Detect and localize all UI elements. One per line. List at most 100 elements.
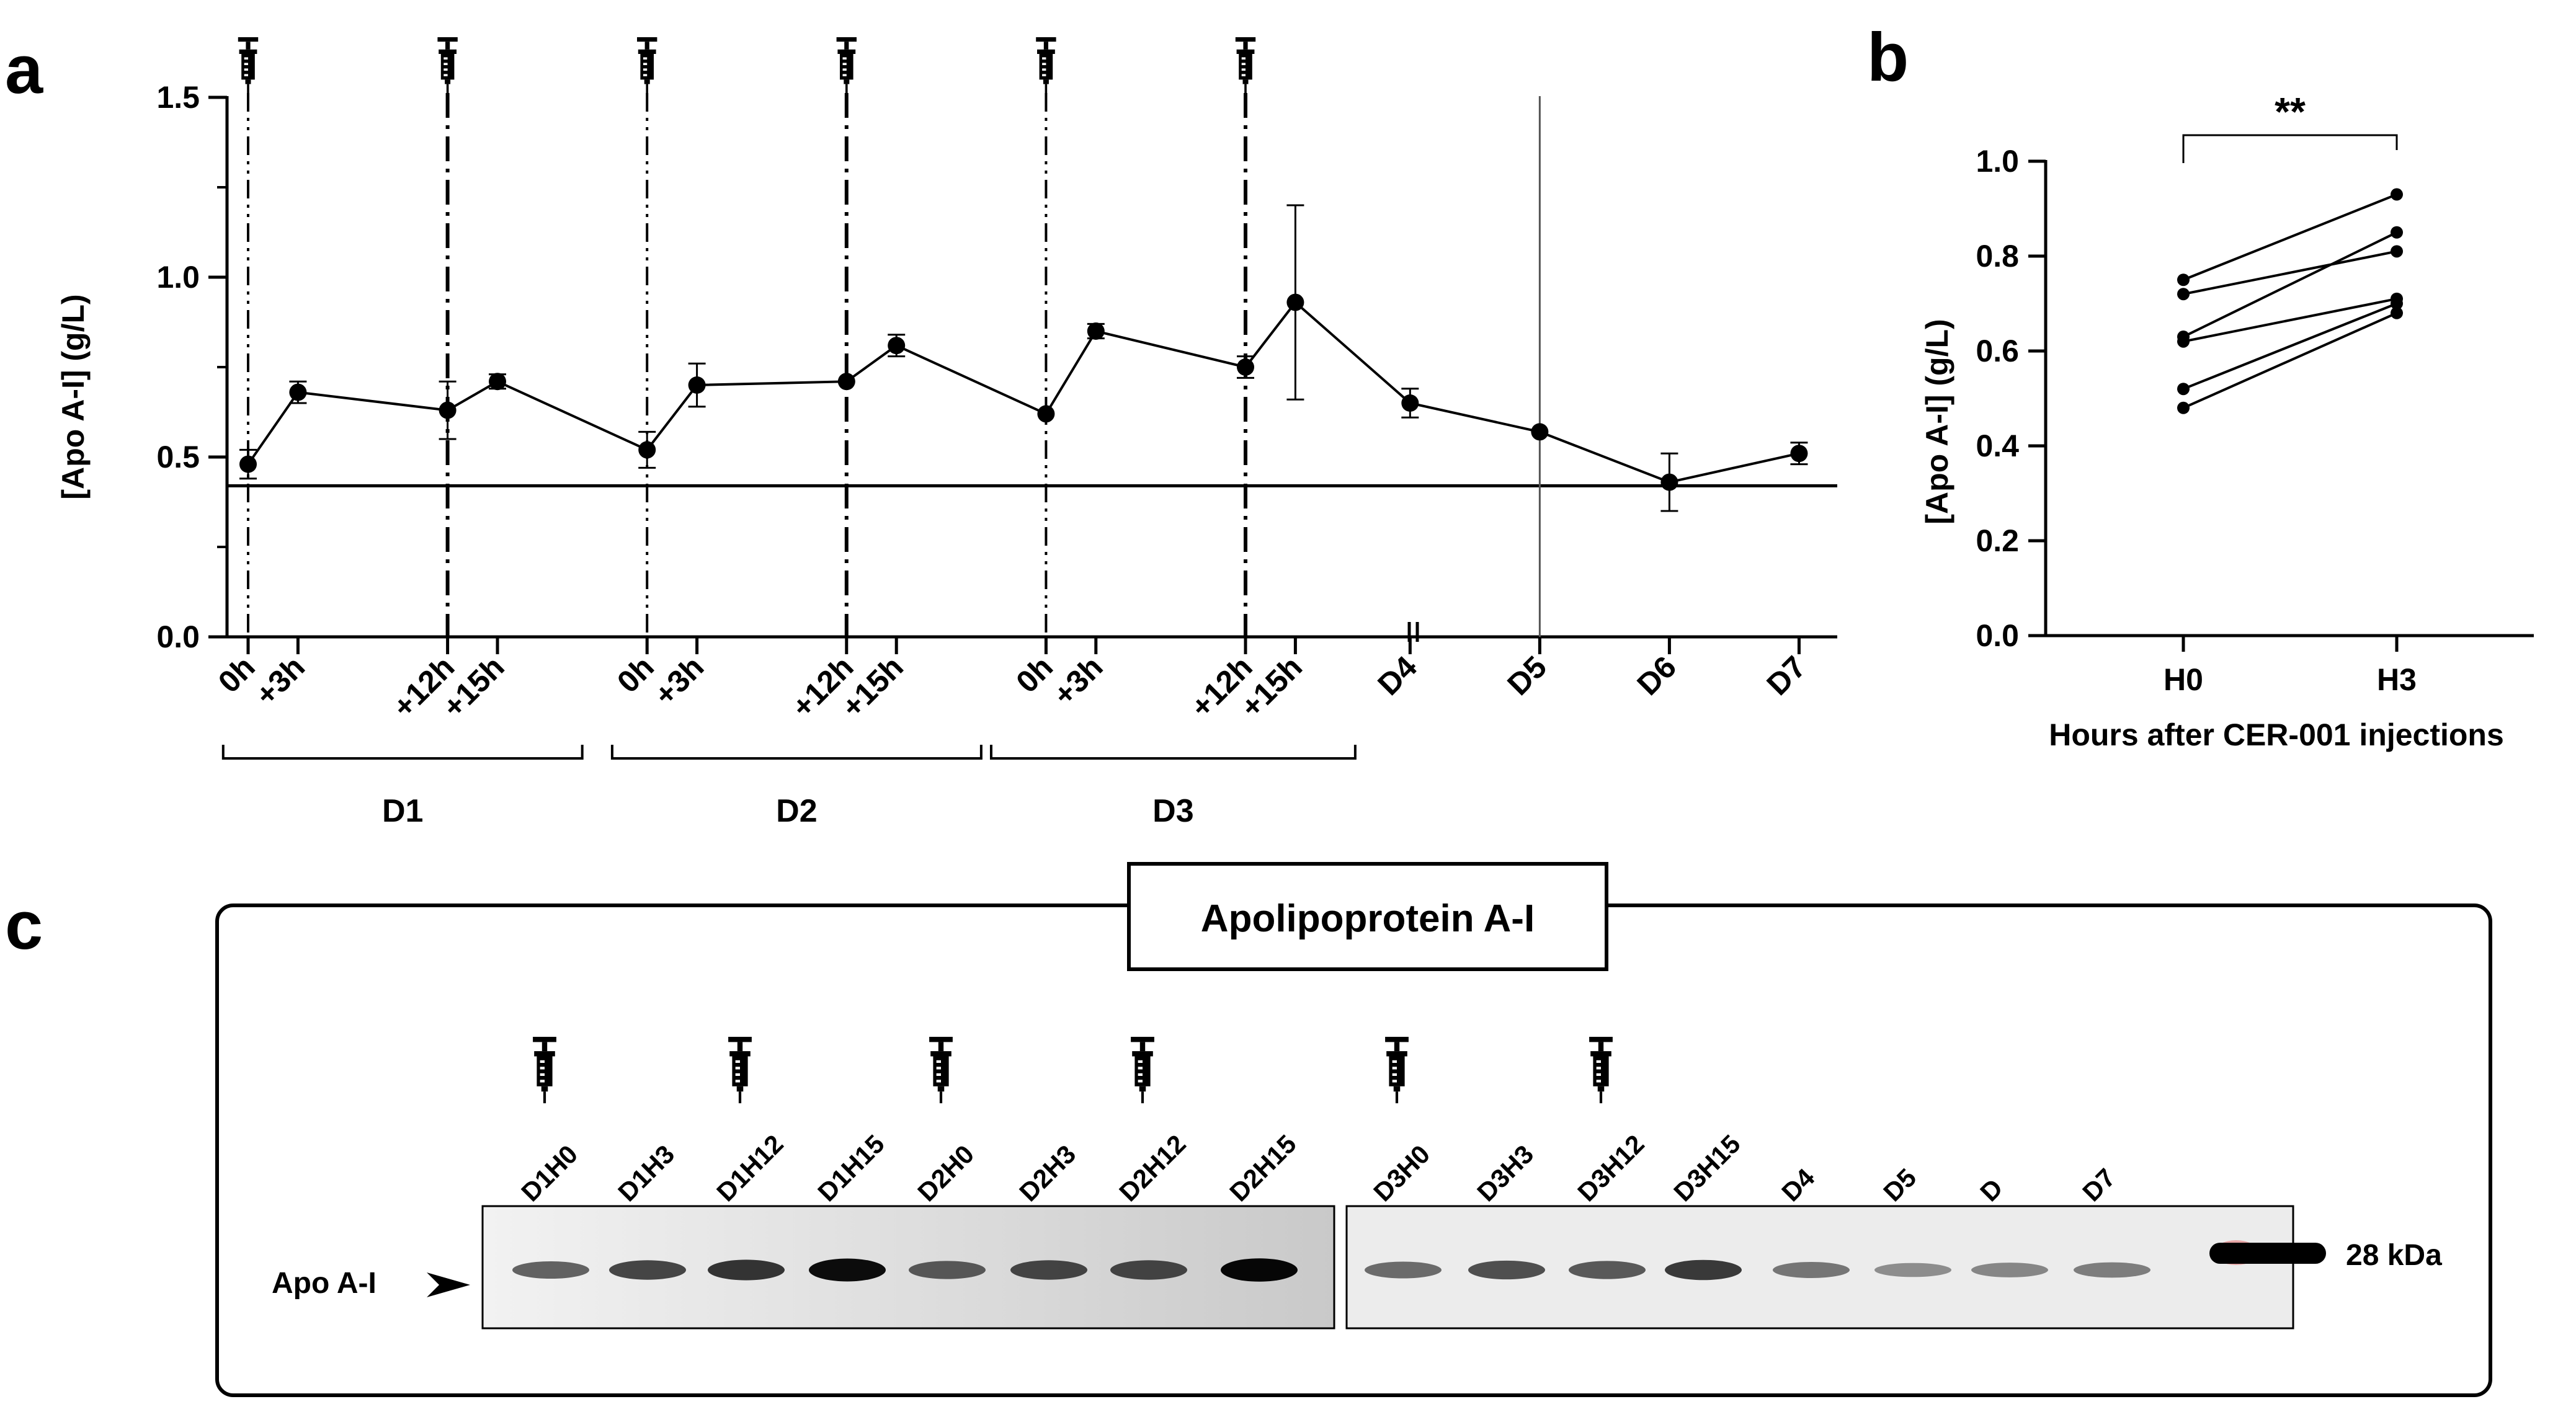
panel-a-data-point: [1087, 322, 1105, 340]
panel-a-data-point: [1237, 358, 1254, 376]
panel-b-subject-line: [2183, 231, 2397, 338]
panel-b-y-tick-label: 0.2: [1976, 523, 2019, 558]
panel-b-subject-line: [2183, 297, 2397, 343]
panel-b-x-tick-label: H3: [2377, 662, 2417, 697]
blot-band: [609, 1260, 686, 1280]
blot-lane-label: D: [1974, 1173, 2008, 1207]
panel-a-x-tick-label: +3h: [249, 649, 312, 713]
panel-b-data-point: [2391, 226, 2403, 239]
day-group-bracket: [221, 745, 584, 760]
syringe-icon: [1235, 37, 1256, 94]
blot-lane-label: D1H0: [515, 1139, 583, 1207]
panel-a-data-point: [1401, 394, 1419, 412]
day-group-bracket: [610, 745, 983, 760]
day-group-label: D2: [776, 793, 817, 829]
blot-lane-label: D2H15: [1224, 1129, 1302, 1207]
panel-b-y-tick-label: 1.0: [1976, 144, 2019, 179]
syringe-icon: [728, 1037, 752, 1104]
panel-b-data-point: [2177, 383, 2190, 396]
blot-lane-label: D7: [2077, 1163, 2121, 1207]
panel-b-chart: 0.0 0.2 0.4 0.6 0.8 1.0 H0 H3 [Apo A-I] (g/L) H…: [1920, 89, 2534, 752]
panel-b-data-point: [2391, 245, 2403, 258]
panel-b-y-axis-title: [Apo A-I] (g/L): [1920, 319, 1954, 524]
blot-band: [708, 1259, 785, 1281]
panel-letter-a: a: [5, 32, 43, 108]
panel-a-y-tick-label: 1.0: [156, 260, 200, 295]
panel-a-data-point: [638, 441, 656, 459]
blot-title-box: [1127, 862, 1608, 971]
blot-band: [1773, 1262, 1850, 1278]
blot-band: [1221, 1258, 1298, 1282]
panel-a-data-point: [837, 373, 855, 391]
blot-lane-label: D1H15: [812, 1129, 890, 1207]
panel-b-data-point: [2177, 401, 2190, 414]
panel-a-x-ticks: 0h+3h +12h+15h 0h+3h +12h+15h 0h+3h +12h+15h D…: [212, 637, 1812, 724]
panel-b-axes: 0.0 0.2 0.4 0.6 0.8 1.0 H0 H3: [1976, 144, 2534, 697]
syringe-icon: [1131, 1037, 1154, 1104]
blot-band: [1010, 1260, 1087, 1280]
panel-b-y-tick-label: 0.6: [1976, 334, 2019, 368]
panel-a-x-tick-label: +3h: [1046, 649, 1110, 713]
panel-a-data-point: [489, 373, 506, 391]
panel-a-series: [239, 204, 1808, 512]
syringe-icon: [533, 1037, 556, 1104]
panel-b-subject-line: [2183, 302, 2397, 391]
blot-band: [1110, 1260, 1187, 1280]
blot-bands: [512, 1258, 2150, 1282]
blot-lane-label: D2H12: [1113, 1129, 1192, 1207]
syringe-icon: [836, 37, 857, 94]
panel-b-y-tick-label: 0.8: [1976, 239, 2019, 273]
panel-a-data-point: [1286, 293, 1304, 311]
molecular-weight-label: 28 kDa: [2346, 1239, 2442, 1272]
panel-b-x-axis-title: Hours after CER-001 injections: [2049, 717, 2504, 752]
syringe-icon: [637, 37, 657, 94]
day-group-label: D3: [1152, 793, 1193, 829]
significance-bracket: [2182, 134, 2398, 163]
panel-b-data-point: [2177, 331, 2190, 344]
day-group-bracket: [989, 745, 1357, 760]
blot-lane-label: D3H3: [1471, 1139, 1539, 1207]
panel-a-data-point: [439, 401, 457, 419]
syringe-icon: [929, 1037, 953, 1104]
blot-band: [909, 1261, 986, 1279]
blot-lane-label: D4: [1776, 1163, 1821, 1207]
ladder-marker-band: [2209, 1243, 2326, 1264]
blot-band: [2074, 1262, 2150, 1278]
panel-a-x-tick-label: D5: [1500, 649, 1553, 702]
panel-b-x-tick-label: H0: [2164, 662, 2203, 697]
panel-c-blot: Apolipoprotein A-I D1H0 D1H3 D1H12 D1H15 D2H…: [215, 862, 2492, 1397]
blot-lane-label: D5: [1878, 1163, 1922, 1207]
panel-a-x-tick-label: D6: [1630, 649, 1683, 702]
blot-lane-label: D1H3: [612, 1139, 680, 1207]
blot-lane-label: D3H0: [1368, 1139, 1435, 1207]
blot-lane-label: D2H0: [912, 1139, 979, 1207]
panel-a-y-tick-label: 0.0: [156, 619, 200, 654]
blot-band: [1665, 1259, 1742, 1281]
blot-lane-label: D3H12: [1572, 1129, 1650, 1207]
syringe-icon: [238, 37, 259, 94]
panel-letter-b: b: [1867, 19, 1909, 95]
blot-title: Apolipoprotein A-I: [1201, 897, 1535, 940]
panel-b-data-point: [2391, 292, 2403, 305]
day-group-label: D1: [382, 793, 423, 829]
panel-a-data-point: [1790, 445, 1808, 463]
panel-b-series: [2177, 188, 2403, 414]
band-arrowhead-icon: [427, 1272, 470, 1297]
panel-a-injection-lines: [238, 37, 1256, 637]
panel-a-data-point: [1037, 405, 1055, 423]
panel-b-data-point: [2391, 188, 2403, 201]
blot-band: [809, 1258, 886, 1282]
panel-a-data-point: [688, 376, 706, 394]
panel-a-mean-line: [247, 300, 1799, 484]
band-label: Apo A-I: [272, 1267, 377, 1300]
panel-b-data-point: [2391, 306, 2403, 319]
panel-a-axes: 0.0 0.5 1.0 1.5: [156, 80, 1837, 654]
syringe-icon: [1589, 1037, 1613, 1104]
panel-a-y-axis-title: [Apo A-I] (g/L): [56, 294, 91, 499]
panel-b-data-point: [2177, 288, 2190, 301]
panel-a-y-tick-label: 1.5: [156, 80, 200, 115]
panel-a-y-tick-label: 0.5: [156, 440, 200, 474]
blot-gel-left: [481, 1205, 1335, 1330]
blot-band: [1971, 1263, 2048, 1277]
